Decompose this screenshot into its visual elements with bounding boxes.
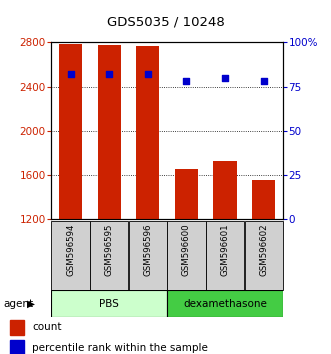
- Text: count: count: [32, 322, 62, 332]
- FancyBboxPatch shape: [206, 221, 244, 290]
- Text: GSM596600: GSM596600: [182, 224, 191, 276]
- FancyBboxPatch shape: [129, 221, 167, 290]
- FancyBboxPatch shape: [167, 221, 206, 290]
- Point: [107, 72, 112, 77]
- Text: GSM596602: GSM596602: [259, 224, 268, 276]
- FancyBboxPatch shape: [90, 221, 128, 290]
- Bar: [98, 45, 121, 219]
- Text: GSM596595: GSM596595: [105, 224, 114, 276]
- Text: GSM596594: GSM596594: [66, 224, 75, 276]
- FancyBboxPatch shape: [167, 290, 283, 317]
- Text: percentile rank within the sample: percentile rank within the sample: [32, 343, 208, 353]
- FancyBboxPatch shape: [245, 221, 283, 290]
- Bar: [10, 320, 24, 335]
- Point: [184, 79, 189, 84]
- Text: ▶: ▶: [27, 298, 35, 309]
- Point: [222, 75, 228, 81]
- Text: GDS5035 / 10248: GDS5035 / 10248: [107, 16, 224, 29]
- Text: dexamethasone: dexamethasone: [183, 298, 267, 309]
- Bar: [136, 46, 160, 219]
- Bar: [59, 44, 82, 219]
- Bar: [213, 161, 237, 219]
- Bar: [175, 169, 198, 219]
- Text: PBS: PBS: [99, 298, 119, 309]
- Point: [68, 72, 73, 77]
- Text: GSM596596: GSM596596: [143, 224, 152, 276]
- Point: [145, 72, 151, 77]
- FancyBboxPatch shape: [51, 290, 167, 317]
- Bar: [252, 180, 275, 219]
- Text: GSM596601: GSM596601: [220, 224, 230, 276]
- Point: [261, 79, 266, 84]
- FancyBboxPatch shape: [52, 221, 90, 290]
- Bar: [10, 340, 24, 354]
- Text: agent: agent: [3, 298, 33, 309]
